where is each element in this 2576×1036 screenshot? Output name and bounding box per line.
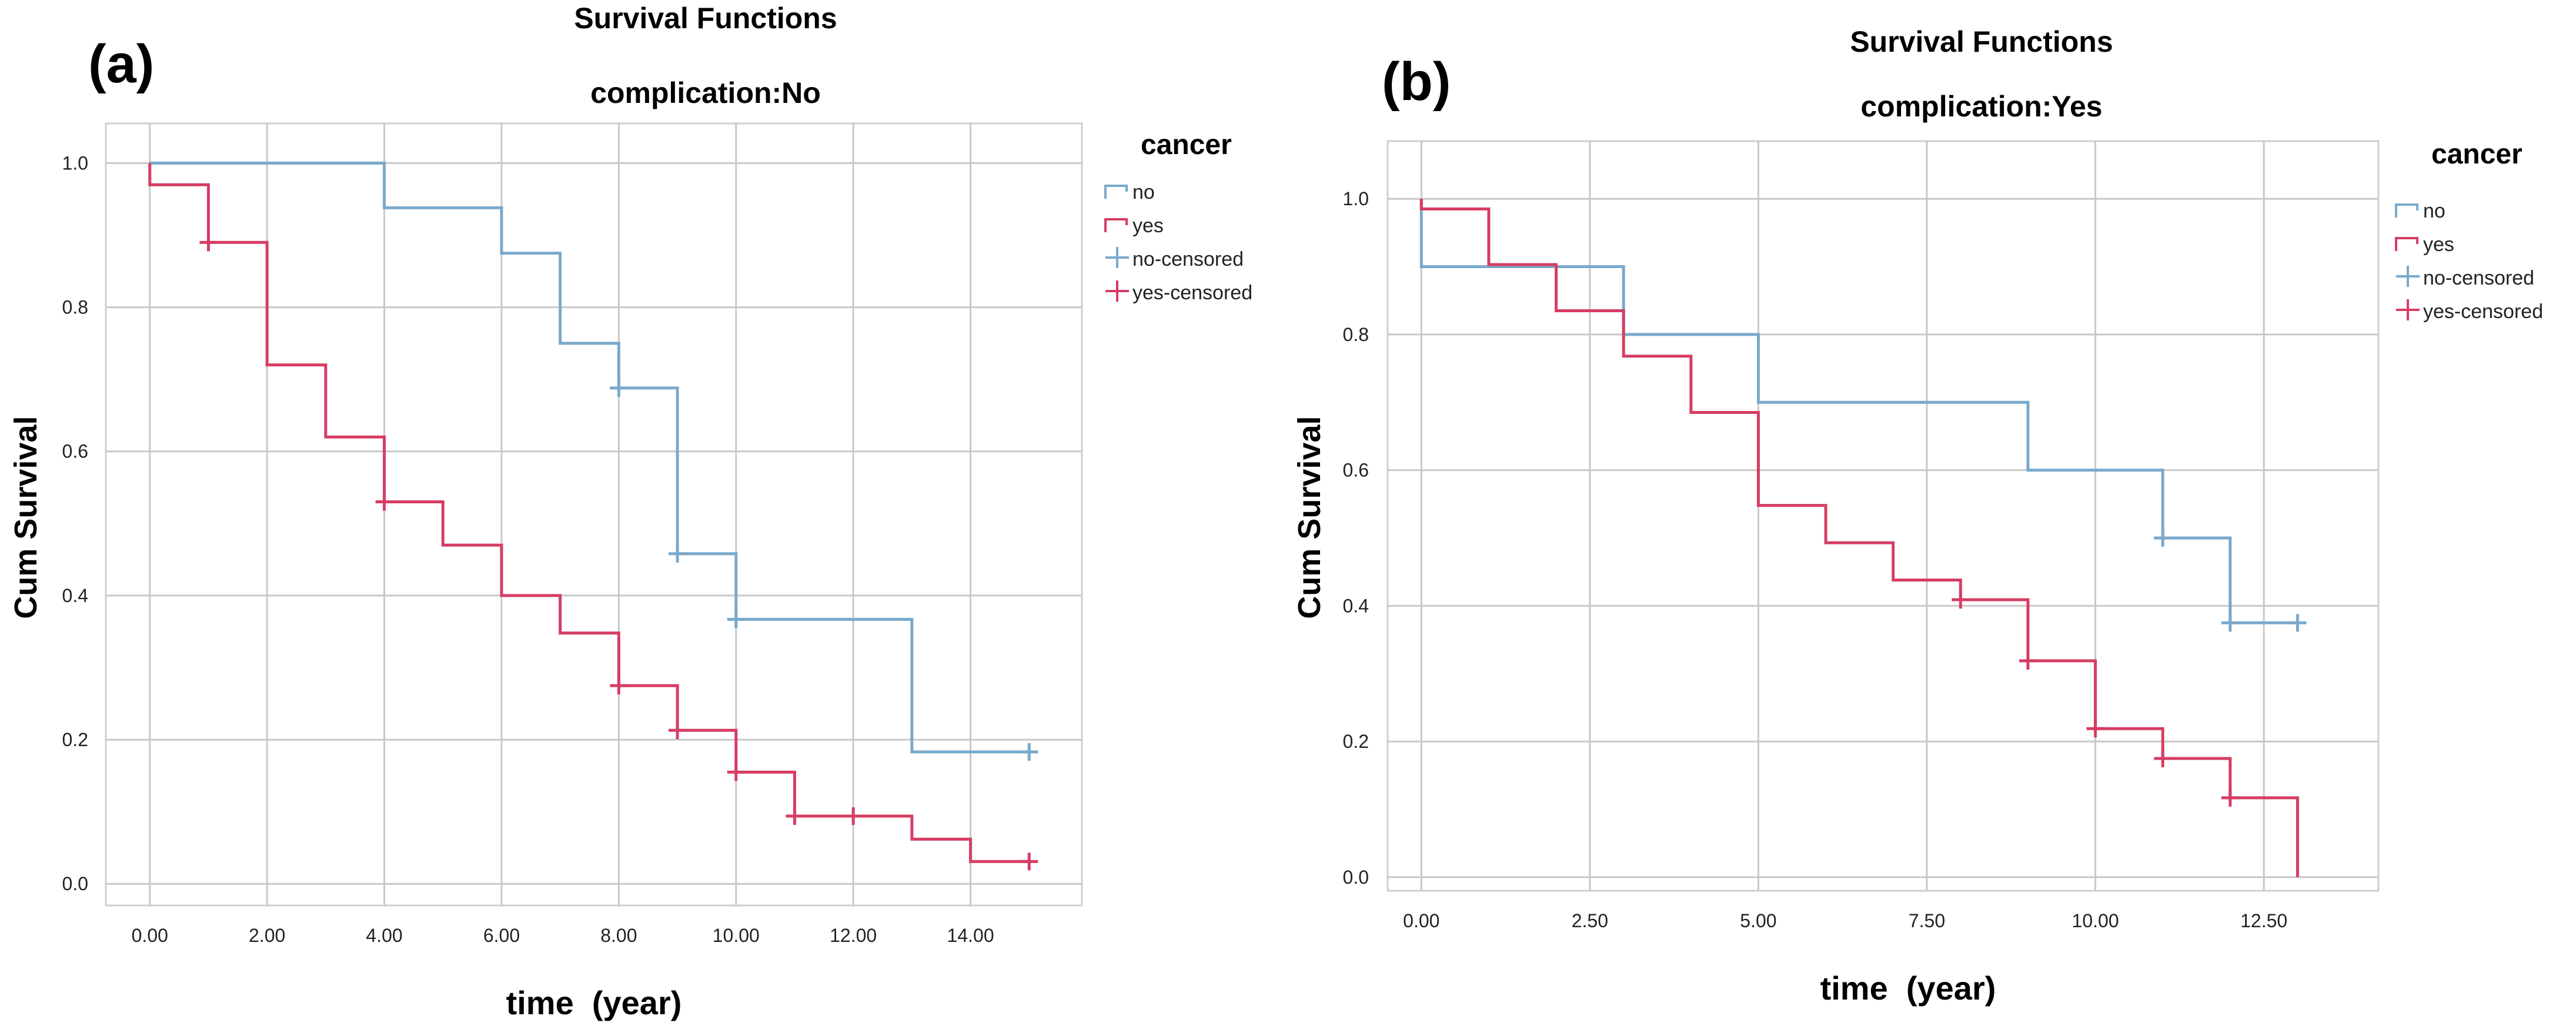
censored-marker-yes-censored <box>844 807 863 825</box>
y-tick-label: 1.0 <box>62 152 88 173</box>
censored-marker-yes-censored <box>375 493 393 511</box>
censored-marker-yes-censored <box>2154 750 2172 767</box>
censored-marker-yes-censored <box>1020 853 1038 871</box>
censored-marker-no-censored <box>2154 529 2172 547</box>
censored-marker-no-censored <box>1020 743 1038 761</box>
y-tick-label: 0.4 <box>1343 595 1369 616</box>
panel-b-series <box>1419 199 2307 877</box>
censored-marker-no-censored <box>669 544 687 563</box>
panel-a-title: Survival Functions <box>574 2 837 35</box>
panel-b: (b) Survival Functions complication:Yes … <box>1292 25 2543 1007</box>
y-tick-label: 0.6 <box>62 441 88 462</box>
panel-a-x-tick-labels: 0.00 2.00 4.00 6.00 8.00 10.00 12.00 14.00 <box>132 925 994 946</box>
censored-marker-yes-censored <box>2019 651 2037 670</box>
legend-swatch-yes <box>2395 237 2418 251</box>
x-tick-label: 2.00 <box>249 925 285 946</box>
censored-marker-yes-censored <box>2086 720 2104 738</box>
legend-swatch-no-censored <box>1105 247 1129 268</box>
panel-a-y-tick-labels: 0.0 0.2 0.4 0.6 0.8 1.0 <box>62 152 88 894</box>
legend-entry-yes-censored: yes-censored <box>2423 300 2543 323</box>
legend-entry-no-censored: no-censored <box>2423 267 2534 289</box>
legend-entry-yes-censored: yes-censored <box>1132 282 1252 304</box>
x-tick-label: 6.00 <box>483 925 520 946</box>
panel-a-legend: cancer no yes no-censored yes-censored <box>1104 129 1252 304</box>
panel-a-y-axis-label: Cum Survival <box>8 416 44 619</box>
y-tick-label: 0.2 <box>1343 731 1369 752</box>
censored-marker-yes-censored <box>669 721 687 740</box>
censored-marker-yes-censored <box>2221 788 2239 807</box>
panel-a-series <box>148 161 1038 871</box>
series-line-yes <box>1419 199 2299 877</box>
legend-title: cancer <box>2431 139 2522 170</box>
y-tick-label: 0.8 <box>1343 324 1369 345</box>
panel-b-x-axis-label: time (year) <box>1820 970 1996 1007</box>
y-tick-label: 0.2 <box>62 729 88 750</box>
y-tick-label: 0.0 <box>1343 867 1369 888</box>
censored-marker-yes-censored <box>786 807 804 825</box>
censored-marker-yes-censored <box>1952 591 1970 609</box>
panel-a-label: (a) <box>88 34 154 94</box>
y-tick-label: 0.6 <box>1343 460 1369 481</box>
x-tick-label: 10.00 <box>713 925 760 946</box>
x-tick-label: 0.00 <box>132 925 168 946</box>
legend-swatch-no-censored <box>2396 266 2420 287</box>
series-line-yes <box>148 163 1030 863</box>
censored-marker-yes-censored <box>610 677 628 695</box>
panel-b-title: Survival Functions <box>1850 25 2113 58</box>
series-line-no <box>1419 199 2298 624</box>
panel-b-y-axis-label: Cum Survival <box>1292 416 1327 619</box>
panel-b-y-tick-labels: 0.0 0.2 0.4 0.6 0.8 1.0 <box>1343 188 1369 888</box>
panel-b-gridlines <box>1388 141 2378 891</box>
legend-entry-no: no <box>1132 181 1155 203</box>
legend-swatch-no <box>1104 185 1128 199</box>
legend-swatch-yes <box>1104 218 1128 232</box>
censored-marker-yes-censored <box>727 763 745 781</box>
panel-b-label: (b) <box>1382 52 1451 112</box>
panel-b-plot-area <box>1386 140 2380 892</box>
legend-swatch-yes-censored <box>2396 299 2420 320</box>
legend-swatch-no <box>2395 203 2418 218</box>
panel-b-legend: cancer no yes no-censored yes-censored <box>2395 139 2543 323</box>
x-tick-label: 5.00 <box>1740 910 1776 931</box>
x-tick-label: 7.50 <box>1909 910 1945 931</box>
censored-marker-no-censored <box>2221 614 2239 632</box>
panel-b-subtitle: complication:Yes <box>1860 90 2102 123</box>
x-tick-label: 4.00 <box>366 925 402 946</box>
x-tick-label: 10.00 <box>2072 910 2119 931</box>
x-tick-label: 12.50 <box>2240 910 2287 931</box>
legend-entry-yes: yes <box>2423 233 2454 256</box>
panel-a-plot-area <box>105 122 1083 907</box>
panel-a-x-axis-label: time (year) <box>506 984 682 1021</box>
legend-title: cancer <box>1141 129 1232 161</box>
x-tick-label: 14.00 <box>947 925 994 946</box>
censored-marker-no-censored <box>727 610 745 629</box>
y-tick-label: 0.8 <box>62 297 88 318</box>
x-tick-label: 8.00 <box>600 925 637 946</box>
x-tick-label: 2.50 <box>1572 910 1608 931</box>
x-tick-label: 12.00 <box>830 925 877 946</box>
y-tick-label: 0.4 <box>62 585 88 606</box>
censored-marker-yes-censored <box>199 233 218 252</box>
panel-a: (a) Survival Functions complication:No 0… <box>8 2 1252 1021</box>
legend-entry-no-censored: no-censored <box>1132 248 1244 270</box>
censored-marker-no-censored <box>2288 614 2307 632</box>
legend-swatch-yes-censored <box>1105 280 1129 302</box>
legend-entry-no: no <box>2423 200 2445 222</box>
censored-marker-no-censored <box>610 379 628 397</box>
panel-a-subtitle: complication:No <box>590 76 821 109</box>
series-line-no <box>149 161 1030 754</box>
panel-b-x-tick-labels: 0.00 2.50 5.00 7.50 10.00 12.50 <box>1403 910 2287 931</box>
legend-entry-yes: yes <box>1132 215 1164 237</box>
y-tick-label: 1.0 <box>1343 188 1369 209</box>
y-tick-label: 0.0 <box>62 873 88 894</box>
x-tick-label: 0.00 <box>1403 910 1439 931</box>
